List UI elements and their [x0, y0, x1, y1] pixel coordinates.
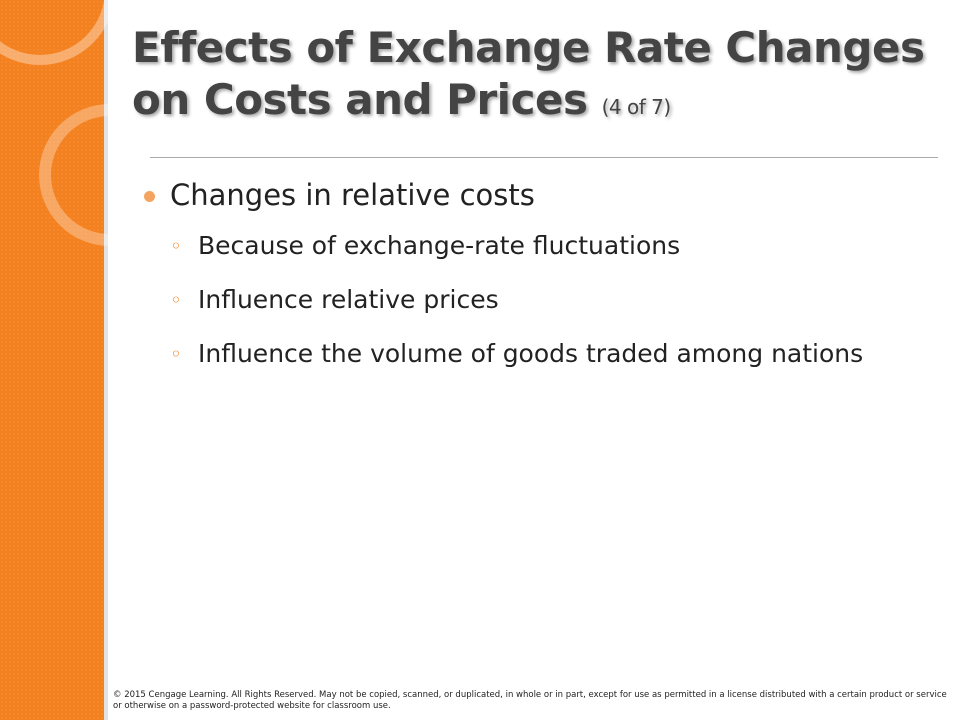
sub-bullet: Because of exchange-rate fluctuations	[170, 230, 870, 262]
title-rule	[150, 157, 938, 158]
title: Effects of Exchange Rate Changes on Cost…	[132, 22, 925, 133]
title-line: on Costs and Prices (4 of 7)	[132, 74, 924, 133]
deco-circle	[39, 104, 108, 246]
title-suffix: (4 of 7)	[601, 95, 672, 119]
decoration	[0, 0, 108, 246]
sub-bullet: Influence relative prices	[170, 284, 870, 316]
deco-circle	[0, 0, 108, 65]
side-band	[0, 0, 106, 720]
title-line: Effects of Exchange Rate Changes	[132, 23, 925, 72]
footer: © 2015 Cengage Learning. All Rights Rese…	[113, 690, 947, 711]
bullet: Changes in relative costs	[144, 172, 870, 218]
band-edge	[104, 0, 108, 720]
sub-bullet: Influence the volume of goods traded amo…	[170, 338, 870, 370]
content: Changes in relative costs Because of exch…	[144, 172, 870, 392]
sub-bullet-list: Because of exchange-rate fluctuations Inf…	[170, 230, 870, 370]
title-line-text: on Costs and Prices	[132, 75, 588, 124]
